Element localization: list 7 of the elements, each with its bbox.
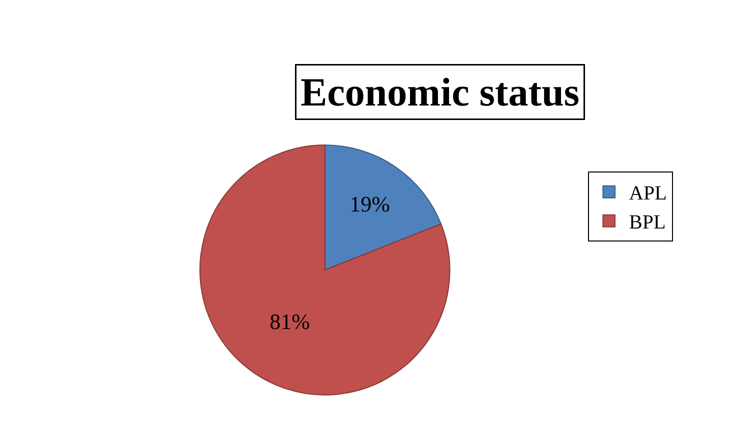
data-label: 81% — [270, 309, 310, 334]
data-label: 19% — [350, 191, 390, 216]
pie-slice — [324, 144, 442, 270]
chart-title: Economic status — [300, 70, 580, 114]
legend-label: BPL — [629, 212, 666, 234]
pie-slice — [200, 144, 450, 396]
legend-label: APL — [629, 182, 667, 205]
